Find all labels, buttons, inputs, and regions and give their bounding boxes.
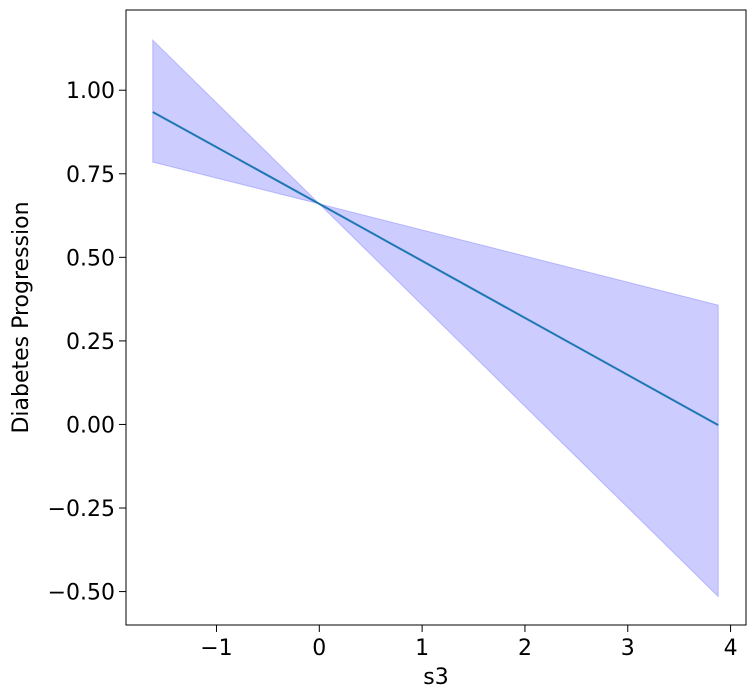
x-axis: −1 0 1 2 3 4 (200, 625, 738, 661)
x-axis-label: s3 (423, 665, 448, 690)
y-tick-label: 1.00 (66, 79, 115, 104)
plot-area (152, 38, 719, 598)
y-tick-label: 0.50 (66, 246, 115, 271)
x-tick-label: −1 (200, 636, 232, 661)
x-tick-label: 2 (518, 636, 532, 661)
y-tick-label: −0.25 (48, 497, 115, 522)
y-tick-label: 0.00 (66, 413, 115, 438)
y-tick-label: 0.75 (66, 163, 115, 188)
axes-frame (125, 9, 747, 626)
x-tick-label: 3 (621, 636, 635, 661)
y-axis: −0.50 −0.25 0.00 0.25 0.50 0.75 1.00 (48, 79, 126, 606)
y-tick-label: −0.50 (48, 581, 115, 606)
x-tick-label: 1 (415, 636, 429, 661)
x-tick-label: 4 (724, 636, 738, 661)
y-axis-label: Diabetes Progression (9, 201, 34, 433)
series-line (152, 111, 719, 427)
y-tick-label: 0.25 (66, 330, 115, 355)
x-tick-label: 0 (312, 636, 326, 661)
